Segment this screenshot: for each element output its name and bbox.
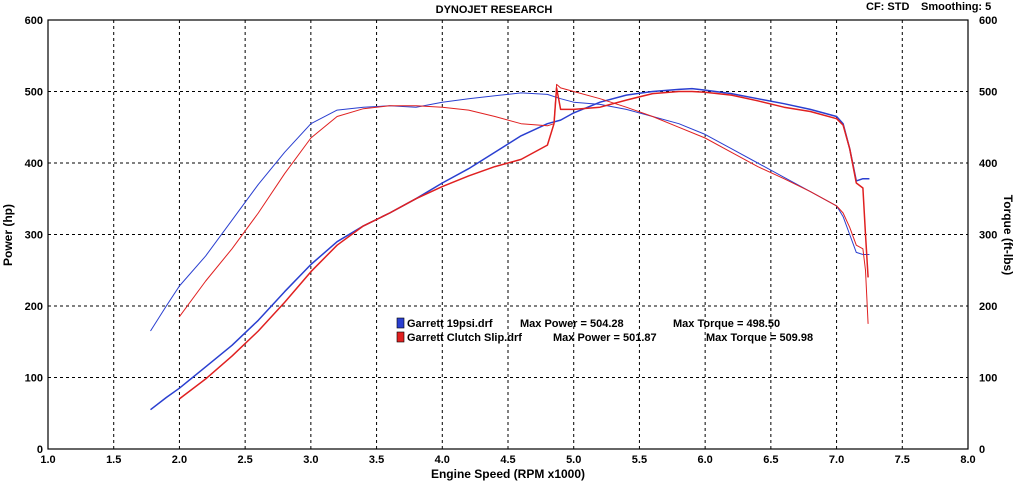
x-tick-label: 4.5 xyxy=(500,454,515,466)
legend-swatch-red xyxy=(396,331,405,343)
x-tick-label: 1.5 xyxy=(106,454,121,466)
x-tick-label: 2.5 xyxy=(237,454,252,466)
legend-entry-red: Garrett Clutch Slip.drf Max Power = 501.… xyxy=(396,331,813,344)
x-tick-label: 5.0 xyxy=(566,454,581,466)
x-tick-label: 7.0 xyxy=(829,454,844,466)
y-tick-label-right: 400 xyxy=(979,158,997,170)
y-tick-label-left: 600 xyxy=(25,15,43,27)
legend-max-power-blue: Max Power = 504.28 xyxy=(520,318,624,330)
y-tick-label-right: 0 xyxy=(979,444,985,456)
y-tick-label-left: 300 xyxy=(25,230,43,242)
plot-frame xyxy=(47,19,969,450)
legend-max-power-red: Max Power = 501.87 xyxy=(553,332,657,344)
tick-labels: 1.0 1.5 2.0 2.5 3.0 3.5 4.0 4.5 5.0 5.5 6.0 6.5 7.0 7… xyxy=(25,15,998,466)
y-tick-label-right: 300 xyxy=(979,230,997,242)
x-axis-title: Engine Speed (RPM x1000) xyxy=(431,467,585,481)
x-tick-label: 1.0 xyxy=(40,454,55,466)
x-tick-label: 8.0 xyxy=(960,454,975,466)
x-tick-label: 5.5 xyxy=(632,454,647,466)
y-axis-title-left: Power (hp) xyxy=(1,204,15,266)
series-line-power-2 xyxy=(178,87,869,400)
legend-entry-blue: Garrett 19psi.drf Max Power = 504.28 Max… xyxy=(396,317,780,330)
chart-title: DYNOJET RESEARCH xyxy=(436,4,553,16)
series-line-torque-1 xyxy=(150,92,870,332)
y-tick-label-left: 0 xyxy=(37,444,43,456)
series-lines xyxy=(150,83,870,411)
legend-swatch-blue xyxy=(396,317,405,329)
y-axis-title-right: Torque (ft-lbs) xyxy=(1001,195,1015,275)
x-tick-label: 4.0 xyxy=(435,454,450,466)
x-tick-label: 6.0 xyxy=(697,454,712,466)
legend: Garrett 19psi.drf Max Power = 504.28 Max… xyxy=(396,317,813,344)
y-tick-label-right: 200 xyxy=(979,301,997,313)
y-tick-label-left: 400 xyxy=(25,158,43,170)
y-tick-label-left: 500 xyxy=(25,87,43,99)
x-tick-label: 3.5 xyxy=(369,454,384,466)
smoothing-label: Smoothing: 5 xyxy=(921,1,991,13)
series-line-torque-3 xyxy=(178,83,869,324)
x-tick-label: 2.0 xyxy=(172,454,187,466)
y-tick-label-left: 100 xyxy=(25,373,43,385)
y-tick-label-right: 100 xyxy=(979,373,997,385)
grid xyxy=(48,20,968,449)
x-tick-label: 3.0 xyxy=(303,454,318,466)
legend-file-blue: Garrett 19psi.drf xyxy=(407,318,493,330)
x-tick-label: 7.5 xyxy=(895,454,910,466)
legend-max-torque-red: Max Torque = 509.98 xyxy=(706,332,813,344)
series-line-power-0 xyxy=(150,87,870,411)
y-tick-label-right: 600 xyxy=(979,15,997,27)
legend-max-torque-blue: Max Torque = 498.50 xyxy=(673,318,780,330)
x-tick-label: 6.5 xyxy=(763,454,778,466)
cf-label: CF: STD xyxy=(866,1,909,13)
y-tick-label-left: 200 xyxy=(25,301,43,313)
legend-file-red: Garrett Clutch Slip.drf xyxy=(407,332,522,344)
y-tick-label-right: 500 xyxy=(979,87,997,99)
